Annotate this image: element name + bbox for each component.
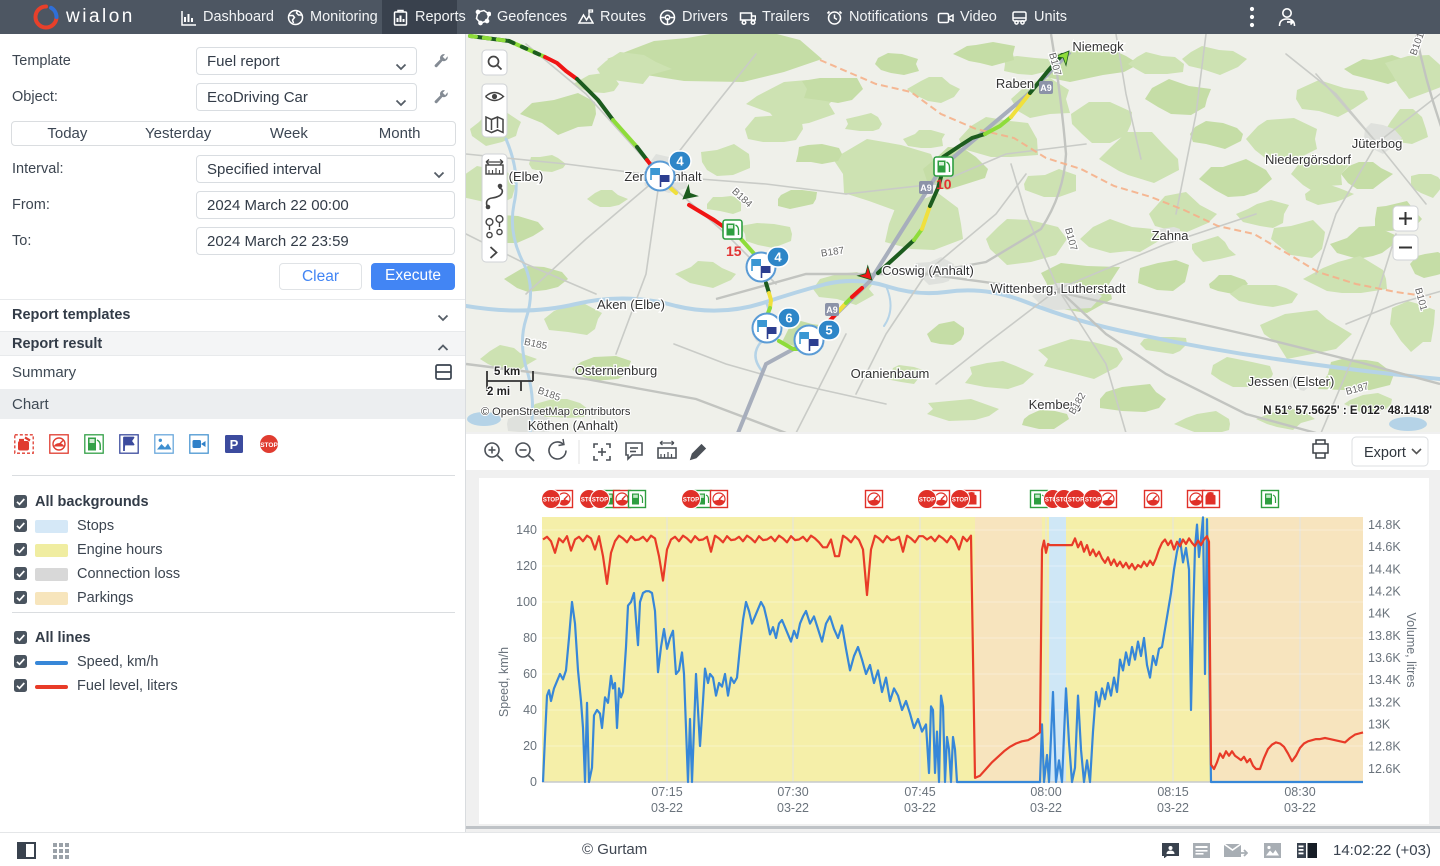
svg-text:Aken (Elbe): Aken (Elbe) <box>597 297 665 312</box>
svg-text:STOP: STOP <box>581 498 597 504</box>
svg-text:STOP: STOP <box>543 498 559 504</box>
svg-text:12.8K: 12.8K <box>1368 740 1401 754</box>
svg-text:Niedergörsdorf: Niedergörsdorf <box>1265 152 1351 167</box>
svg-text:5 km: 5 km <box>494 366 520 378</box>
svg-text:03-22: 03-22 <box>1284 801 1316 815</box>
svg-text:STOP: STOP <box>592 498 608 504</box>
svg-text:Jüterbog: Jüterbog <box>1352 136 1403 151</box>
svg-text:STOP: STOP <box>1085 498 1101 504</box>
svg-text:03-22: 03-22 <box>904 801 936 815</box>
svg-text:14K: 14K <box>1368 607 1391 621</box>
svg-text:© OpenStreetMap contributors: © OpenStreetMap contributors <box>481 406 631 418</box>
svg-text:STOP: STOP <box>1056 498 1072 504</box>
svg-text:(Elbe): (Elbe) <box>509 169 544 184</box>
svg-text:14.6K: 14.6K <box>1368 540 1401 554</box>
svg-text:07:15: 07:15 <box>651 785 682 799</box>
svg-text:13K: 13K <box>1368 718 1391 732</box>
svg-text:03-22: 03-22 <box>777 801 809 815</box>
svg-text:60: 60 <box>523 667 537 681</box>
svg-text:A9: A9 <box>1040 83 1052 93</box>
svg-text:80: 80 <box>523 631 537 645</box>
svg-text:Zahna: Zahna <box>1152 228 1190 243</box>
svg-text:08:00: 08:00 <box>1030 785 1061 799</box>
svg-text:A9: A9 <box>826 305 838 315</box>
svg-text:A9: A9 <box>920 183 932 193</box>
svg-text:Osternienburg: Osternienburg <box>575 363 657 378</box>
svg-text:100: 100 <box>516 595 537 609</box>
svg-text:120: 120 <box>516 559 537 573</box>
svg-text:4: 4 <box>774 250 782 265</box>
svg-text:Raben: Raben <box>996 76 1034 91</box>
svg-text:Coswig (Anhalt): Coswig (Anhalt) <box>882 263 974 278</box>
svg-text:13.4K: 13.4K <box>1368 673 1401 687</box>
svg-text:STOP: STOP <box>919 498 935 504</box>
svg-text:13.2K: 13.2K <box>1368 695 1401 709</box>
svg-text:N 51° 57.5625' : E 012° 48.141: N 51° 57.5625' : E 012° 48.1418' <box>1263 405 1432 417</box>
svg-text:Oranienbaum: Oranienbaum <box>851 366 930 381</box>
svg-text:Wittenberg, Lutherstadt: Wittenberg, Lutherstadt <box>990 281 1126 296</box>
svg-text:15: 15 <box>726 243 742 259</box>
svg-text:Speed, km/h: Speed, km/h <box>497 647 511 717</box>
svg-text:4: 4 <box>676 154 684 169</box>
svg-text:08:15: 08:15 <box>1157 785 1188 799</box>
svg-text:STOP: STOP <box>260 442 278 449</box>
svg-text:08:30: 08:30 <box>1284 785 1315 799</box>
svg-text:P: P <box>230 437 239 452</box>
svg-text:03-22: 03-22 <box>1030 801 1062 815</box>
svg-text:40: 40 <box>523 703 537 717</box>
svg-text:Kemberg: Kemberg <box>1029 397 1082 412</box>
svg-text:14.8K: 14.8K <box>1368 518 1401 532</box>
svg-text:07:45: 07:45 <box>904 785 935 799</box>
svg-text:6: 6 <box>785 311 792 326</box>
svg-text:14.2K: 14.2K <box>1368 584 1401 598</box>
svg-text:STOP: STOP <box>1068 498 1084 504</box>
svg-text:Köthen (Anhalt): Köthen (Anhalt) <box>528 418 618 433</box>
svg-text:03-22: 03-22 <box>1157 801 1189 815</box>
svg-text:Export: Export <box>1364 445 1406 461</box>
svg-text:12.6K: 12.6K <box>1368 762 1401 776</box>
svg-text:Niemegk: Niemegk <box>1072 39 1124 54</box>
svg-text:13.8K: 13.8K <box>1368 629 1401 643</box>
svg-text:140: 140 <box>516 523 537 537</box>
svg-text:13.6K: 13.6K <box>1368 651 1401 665</box>
svg-text:10: 10 <box>936 176 952 192</box>
svg-text:STOP: STOP <box>952 498 968 504</box>
svg-text:Volume, litres: Volume, litres <box>1404 612 1418 687</box>
svg-text:07:30: 07:30 <box>777 785 808 799</box>
svg-text:STOP: STOP <box>683 498 699 504</box>
svg-text:B187: B187 <box>820 245 845 259</box>
svg-text:14.4K: 14.4K <box>1368 562 1401 576</box>
svg-text:Jessen (Elster): Jessen (Elster) <box>1248 374 1335 389</box>
svg-text:2 mi: 2 mi <box>487 386 510 398</box>
svg-text:03-22: 03-22 <box>651 801 683 815</box>
svg-text:STOP: STOP <box>1045 498 1061 504</box>
svg-text:5: 5 <box>825 323 832 338</box>
svg-text:20: 20 <box>523 739 537 753</box>
svg-text:0: 0 <box>530 775 537 789</box>
